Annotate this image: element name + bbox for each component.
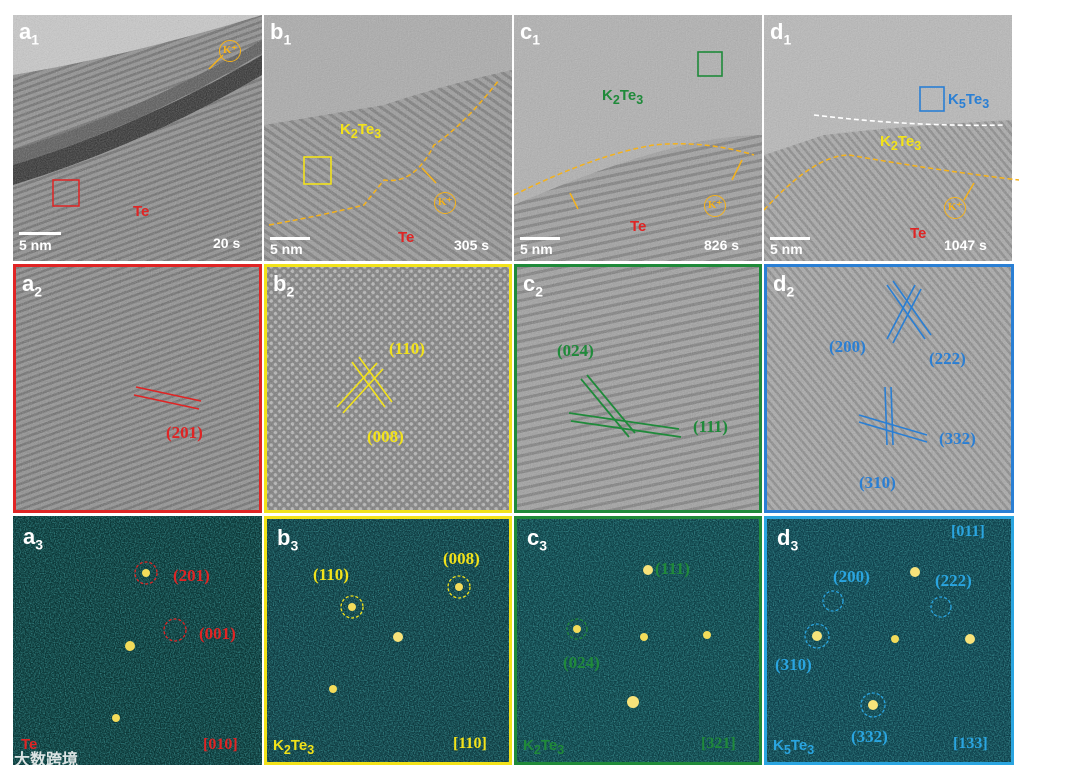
plane-label: (310) [859, 473, 896, 492]
panel-d1-image [764, 15, 1019, 261]
plane-label: (332) [939, 429, 976, 448]
spot-label: (310) [775, 655, 812, 674]
k-plus-ion-marker: K⁺ [944, 197, 966, 219]
phase-label-k5te3: K5Te3 [773, 737, 815, 757]
panel-label: a2 [22, 271, 43, 300]
scale-label: 5 nm [520, 241, 553, 257]
watermark: 大数跨境 [14, 752, 79, 769]
panel-c3: c3 (111) (024) K2Te3 [321] [514, 516, 762, 765]
scale-bar [270, 237, 310, 240]
panel-d3: d3 [011] (200) (222) (310) (332) K5Te3 [… [764, 516, 1014, 765]
panel-d3-image [767, 519, 1011, 762]
panel-label: a3 [23, 524, 44, 553]
spot-label: (201) [173, 566, 210, 585]
panel-label: c1 [520, 19, 541, 48]
panel-b1: b1 K2Te3 K⁺ Te 5 nm 305 s [264, 15, 512, 261]
k-plus-ion-marker: K⁺ [219, 40, 241, 62]
panel-c1-image [514, 15, 762, 261]
phase-label-k2te3: K2Te3 [523, 737, 565, 757]
plane-label: (110) [389, 339, 425, 358]
panel-d2-image [767, 267, 1011, 510]
panel-label: d1 [770, 19, 792, 48]
phase-label-te: Te [910, 225, 927, 242]
panel-label: b1 [270, 19, 292, 48]
panel-a3: a3 (201) (001) Te [010] [13, 516, 262, 765]
phase-label-te: Te [398, 229, 415, 246]
panel-b3-image [267, 519, 509, 762]
panel-label: d2 [773, 271, 795, 300]
panel-label: a1 [19, 19, 40, 48]
spot-label: (110) [313, 565, 349, 584]
panel-label: c2 [523, 271, 544, 300]
plane-label: (201) [166, 423, 203, 442]
panel-label: b2 [273, 271, 295, 300]
time-stamp: 305 s [454, 237, 490, 253]
panel-b3: b3 (110) (008) K2Te3 [110] [264, 516, 512, 765]
phase-label-te: Te [133, 203, 150, 220]
panel-a1: a1 K⁺ Te 5 nm 20 s [13, 15, 262, 261]
phase-label-te: Te [21, 736, 38, 753]
panel-a2-image [16, 267, 259, 510]
time-stamp: 1047 s [944, 237, 987, 253]
zone-axis-label: [133] [953, 735, 988, 752]
scale-label: 5 nm [19, 237, 52, 253]
zone-axis-label: [321] [701, 735, 736, 752]
plane-label: (024) [557, 341, 594, 360]
panel-a2: a2 (201) [13, 264, 262, 513]
scale-bar [770, 237, 810, 240]
panel-b1-image [264, 15, 512, 261]
panel-label: b3 [277, 525, 299, 554]
panel-label: c3 [527, 525, 548, 554]
plane-label: (222) [929, 349, 966, 368]
spot-label: (001) [199, 624, 236, 643]
scale-label: 5 nm [270, 241, 303, 257]
phase-label-k2te3: K2Te3 [602, 87, 644, 107]
phase-label-te: Te [630, 218, 647, 235]
zone-axis-label-top: [011] [951, 523, 985, 540]
panel-b2-image [267, 267, 509, 510]
phase-label-k2te3: K2Te3 [273, 737, 315, 757]
zone-axis-label: [010] [203, 736, 238, 753]
spot-label: (024) [563, 653, 600, 672]
phase-label-k2te3: K2Te3 [340, 121, 382, 141]
time-stamp: 20 s [213, 235, 241, 251]
panel-c3-image [517, 519, 759, 762]
zone-axis-label: [110] [453, 735, 487, 752]
panel-label: d3 [777, 525, 799, 554]
k-plus-ion-marker: K⁺ [434, 192, 456, 214]
phase-label-k5te3: K5Te3 [948, 91, 990, 111]
plane-label: (008) [367, 427, 404, 446]
panel-d2: d2 (200) (222) (332) (310) [764, 264, 1014, 513]
spot-label: (111) [655, 559, 690, 578]
scale-label: 5 nm [770, 241, 803, 257]
spot-label: (008) [443, 549, 480, 568]
spot-label: (222) [935, 571, 972, 590]
panel-d1: d1 K5Te3 K2Te3 K⁺ Te 5 nm 1047 s [764, 15, 1019, 261]
k-plus-ion-marker: K⁺ [704, 195, 726, 217]
panel-a3-image [13, 516, 262, 765]
plane-label: (111) [693, 417, 728, 436]
panel-b2: b2 (110) (008) [264, 264, 512, 513]
panel-c1: c1 K2Te3 K⁺ Te 5 nm 826 s [514, 15, 762, 261]
plane-label: (200) [829, 337, 866, 356]
scale-bar [520, 237, 560, 240]
panel-c2: c2 (024) (111) [514, 264, 762, 513]
panel-c2-image [517, 267, 759, 510]
scale-bar [19, 232, 61, 235]
phase-label-k2te3: K2Te3 [880, 133, 922, 153]
spot-label: (332) [851, 727, 888, 746]
spot-label: (200) [833, 567, 870, 586]
time-stamp: 826 s [704, 237, 740, 253]
